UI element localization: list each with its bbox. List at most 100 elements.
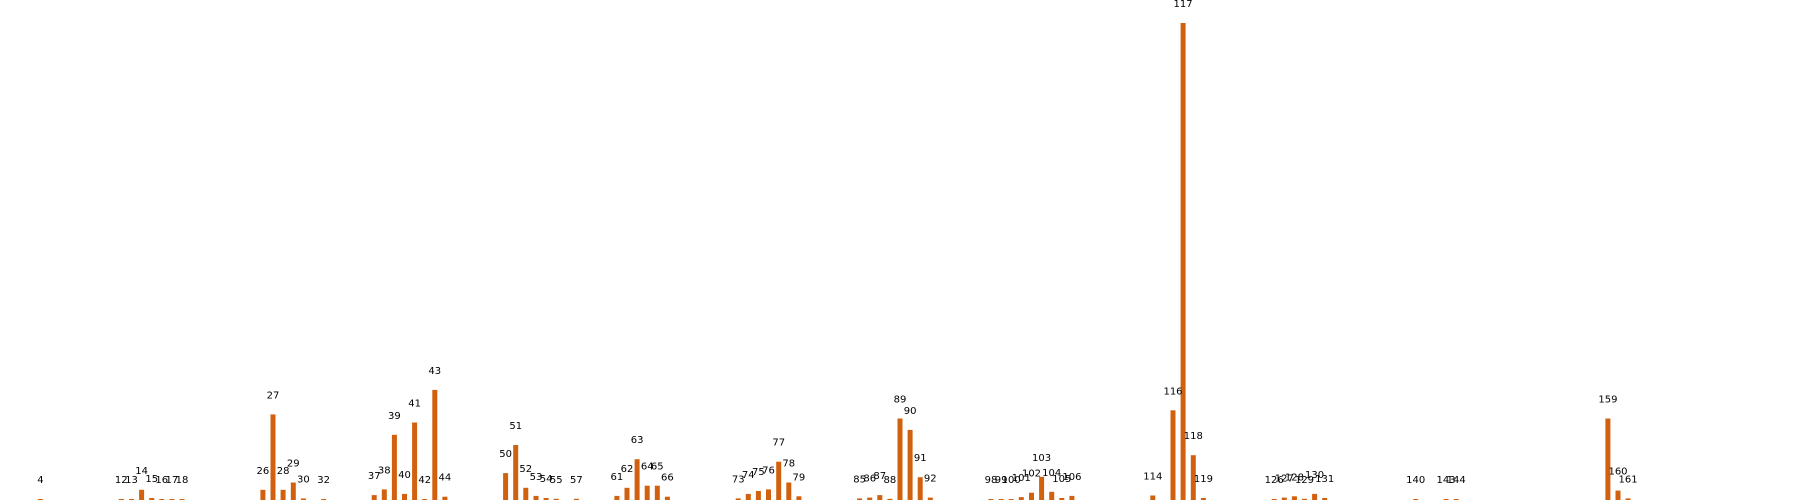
bar-62 [624,487,630,500]
bar-label-38: 38 [378,465,391,476]
bar-label-126: 126 [1265,475,1284,486]
bar-label-43: 43 [428,366,441,377]
bar-label-40: 40 [398,470,411,481]
bar-86 [867,497,873,500]
bar-label-64: 64 [641,462,654,473]
bar-label-66: 66 [661,473,674,484]
bar-39 [391,434,397,500]
bar-label-91: 91 [914,453,927,464]
bar-106 [1069,495,1075,500]
bar-label-130: 130 [1305,470,1324,481]
bar-66 [664,496,670,500]
bar-label-27: 27 [267,390,280,401]
bar-26 [260,489,266,500]
bar-27 [270,414,276,500]
bar-29 [290,482,296,500]
bar-74 [745,493,751,500]
bar-104 [1049,491,1055,500]
bar-43 [432,389,438,500]
bar-88 [887,498,893,500]
bar-55 [553,498,559,500]
bar-label-28: 28 [277,466,290,477]
bar-127 [1281,497,1287,500]
bar-128 [1291,496,1297,500]
bar-28 [280,489,286,500]
bar-label-4: 4 [37,475,43,486]
bar-label-118: 118 [1184,431,1203,442]
bar-label-161: 161 [1619,474,1638,485]
bar-label-53: 53 [530,472,543,483]
bar-label-131: 131 [1315,474,1334,485]
bar-92 [927,497,933,500]
bar-114 [1150,495,1156,500]
bar-label-15: 15 [145,474,158,485]
bar-label-61: 61 [611,472,624,483]
bar-75 [755,491,761,500]
bar-label-86: 86 [863,474,876,485]
bar-label-104: 104 [1042,468,1061,479]
bar-label-98: 98 [985,475,998,486]
bar-label-52: 52 [519,464,532,475]
bar-102 [1029,492,1034,500]
bar-44 [442,496,448,500]
bar-label-73: 73 [732,474,745,485]
bar-label-65: 65 [651,462,664,473]
bar-54 [543,498,549,500]
bar-129 [1302,498,1307,500]
bar-57 [573,498,579,500]
bar-label-12: 12 [115,475,128,486]
bar-53 [533,495,539,500]
bar-65 [654,485,660,500]
bar-103 [1039,476,1045,500]
bar-118 [1190,455,1196,500]
bar-label-116: 116 [1163,386,1182,397]
bar-63 [634,459,640,500]
bar-label-76: 76 [762,465,775,476]
bar-130 [1312,493,1318,500]
bar-105 [1059,498,1065,500]
bar-label-87: 87 [873,471,886,482]
bar-label-62: 62 [621,464,634,475]
bar-131 [1322,498,1328,500]
bar-label-37: 37 [368,471,381,482]
bar-label-88: 88 [884,475,897,486]
bar-50 [503,473,509,500]
bar-76 [766,489,771,500]
bar-160 [1615,490,1621,500]
bar-label-117: 117 [1174,0,1193,10]
bar-label-129: 129 [1295,475,1314,486]
bar-51 [513,445,519,500]
bar-label-100: 100 [1002,475,1021,486]
bar-52 [523,487,529,500]
bar-label-128: 128 [1285,472,1304,483]
bar-161 [1625,498,1631,500]
bar-79 [796,496,802,500]
bar-label-29: 29 [287,459,300,470]
bar-85 [857,498,863,500]
bar-label-17: 17 [166,475,179,486]
bar-38 [381,489,387,500]
bar-label-42: 42 [418,475,431,486]
bar-label-78: 78 [782,459,795,470]
bar-14 [139,489,145,500]
bar-label-14: 14 [135,466,148,477]
bar-label-85: 85 [853,474,866,485]
bar-label-144: 144 [1447,475,1466,486]
bar-label-160: 160 [1608,467,1627,478]
bar-label-74: 74 [742,470,755,481]
bar-label-16: 16 [155,475,168,486]
bar-41 [412,422,418,500]
bar-label-30: 30 [297,474,310,485]
bar-label-41: 41 [408,399,421,410]
bar-90 [907,429,913,500]
bar-label-103: 103 [1032,453,1051,464]
bar-label-92: 92 [924,474,937,485]
bar-64 [644,485,650,500]
bar-label-75: 75 [752,467,765,478]
bar-label-106: 106 [1062,472,1081,483]
bar-label-18: 18 [176,475,189,486]
bar-77 [776,461,782,500]
bar-91 [917,477,923,500]
bar-label-105: 105 [1052,474,1071,485]
